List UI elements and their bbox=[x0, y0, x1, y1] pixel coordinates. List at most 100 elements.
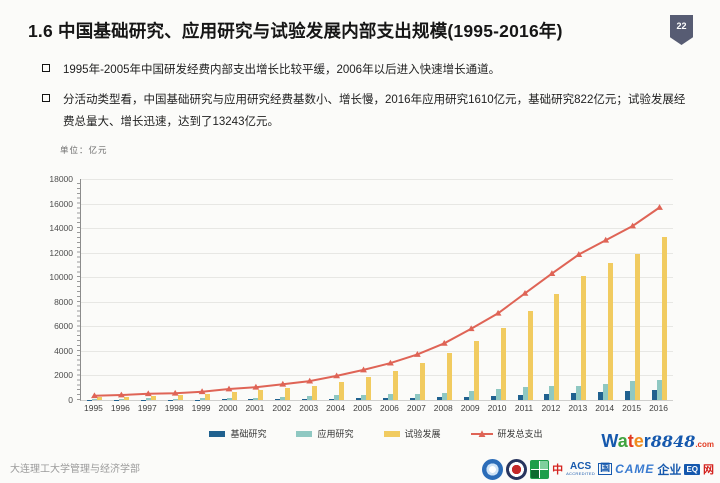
bar-基础研究 bbox=[436, 397, 442, 400]
y-tick-label: 4000 bbox=[54, 345, 73, 356]
eq-chip: EQ bbox=[684, 463, 700, 475]
bar-基础研究 bbox=[329, 398, 335, 400]
gridline bbox=[81, 228, 673, 230]
bar-应用研究 bbox=[576, 385, 582, 400]
x-tick-label: 1995 bbox=[84, 403, 103, 413]
watermark: Water8848.com 中 ACS ACCREDITED 国 CAME 企业… bbox=[482, 431, 714, 481]
page-number: 22 bbox=[676, 21, 687, 31]
bar-基础研究 bbox=[544, 393, 550, 400]
bar-应用研究 bbox=[603, 384, 609, 400]
bullet-text: 分活动类型看，中国基础研究与应用研究经费基数小、增长慢，2016年应用研究161… bbox=[63, 94, 686, 128]
line-marker-triangle bbox=[144, 390, 152, 397]
legend-swatch bbox=[296, 430, 313, 437]
x-tick-label: 2006 bbox=[379, 403, 399, 413]
watermark-letter: t bbox=[627, 431, 634, 451]
line-marker-triangle bbox=[225, 385, 233, 392]
bar-试验发展 bbox=[392, 371, 398, 400]
gridline bbox=[81, 350, 673, 352]
gridline bbox=[81, 301, 673, 303]
bar-试验发展 bbox=[662, 237, 668, 400]
bar-应用研究 bbox=[387, 393, 393, 400]
bar-试验发展 bbox=[446, 353, 452, 400]
bullet-square-icon bbox=[42, 94, 50, 103]
watermark-cn-char: 企业 bbox=[657, 462, 682, 477]
x-tick-label: 2005 bbox=[353, 403, 372, 413]
line-marker-triangle bbox=[387, 359, 394, 366]
bar-应用研究 bbox=[334, 395, 340, 400]
watermark-logos: 中 ACS ACCREDITED 国 CAME 企业 EQ 网 bbox=[482, 457, 714, 481]
legend-item-基础研究: 基础研究 bbox=[209, 427, 266, 440]
bar-试验发展 bbox=[312, 386, 318, 400]
legend-item-应用研究: 应用研究 bbox=[296, 427, 354, 440]
circular-blue-emblem-icon bbox=[482, 458, 504, 480]
bar-试验发展 bbox=[527, 311, 533, 400]
line-marker-triangle bbox=[252, 383, 260, 390]
bar-基础研究 bbox=[517, 394, 523, 400]
line-marker-triangle bbox=[575, 251, 583, 257]
x-tick-label: 1996 bbox=[110, 403, 130, 413]
bar-基础研究 bbox=[652, 389, 658, 400]
x-tick-label: 2000 bbox=[218, 403, 238, 413]
bullet-item: 分活动类型看，中国基础研究与应用研究经费基数小、增长慢，2016年应用研究161… bbox=[42, 90, 690, 133]
bar-基础研究 bbox=[248, 399, 254, 400]
legend-swatch bbox=[383, 430, 400, 437]
bar-应用研究 bbox=[549, 385, 555, 400]
legend-label: 基础研究 bbox=[230, 429, 267, 439]
gridline bbox=[81, 179, 673, 180]
bar-应用研究 bbox=[307, 396, 313, 400]
bar-应用研究 bbox=[522, 387, 528, 400]
watermark-cn-char: 国 bbox=[598, 463, 613, 475]
bullet-square-icon bbox=[42, 64, 50, 72]
line-marker-triangle bbox=[279, 380, 287, 387]
bar-基础研究 bbox=[463, 396, 469, 400]
bar-基础研究 bbox=[409, 397, 415, 400]
x-tick-label: 2015 bbox=[622, 403, 642, 413]
bar-应用研究 bbox=[630, 381, 636, 400]
total-line-series bbox=[91, 204, 663, 399]
x-tick-label: 2007 bbox=[406, 403, 426, 413]
bar-试验发展 bbox=[177, 395, 183, 400]
gridline bbox=[81, 277, 673, 279]
bar-试验发展 bbox=[366, 376, 372, 400]
watermark-brand: Water8848.com bbox=[482, 431, 714, 455]
bar-试验发展 bbox=[96, 397, 102, 400]
y-tick-label: 10000 bbox=[49, 272, 73, 283]
bar-试验发展 bbox=[204, 393, 210, 400]
gridline bbox=[81, 375, 673, 377]
legend-label: 应用研究 bbox=[317, 429, 354, 439]
x-axis-labels: 1995 1996 1997 1998 1999 2000 2001 2002 2003 2004… bbox=[80, 403, 672, 416]
bar-基础研究 bbox=[490, 396, 496, 400]
y-tick-label: 18000 bbox=[49, 174, 73, 184]
university-seal-icon bbox=[506, 458, 528, 480]
x-tick-label: 2012 bbox=[541, 403, 561, 413]
y-tick-label: 0 bbox=[68, 395, 73, 405]
accredited-text: ACCREDITED bbox=[566, 471, 596, 476]
bar-应用研究 bbox=[414, 393, 420, 400]
bar-试验发展 bbox=[500, 328, 506, 400]
bar-基础研究 bbox=[571, 393, 577, 400]
bar-试验发展 bbox=[554, 293, 560, 400]
line-marker-triangle bbox=[440, 339, 448, 346]
x-tick-label: 1998 bbox=[164, 403, 184, 413]
x-tick-label: 2004 bbox=[326, 403, 346, 413]
line-marker-triangle bbox=[413, 351, 421, 357]
line-marker-triangle bbox=[602, 236, 610, 243]
line-marker-triangle bbox=[360, 366, 367, 373]
x-tick-label: 2010 bbox=[487, 403, 507, 413]
x-tick-label: 2008 bbox=[433, 403, 453, 413]
watermark-letter: r bbox=[643, 431, 651, 451]
axis-unit-label: 单位：亿元 bbox=[60, 145, 108, 155]
bullet-text: 1995年-2005年中国研发经费内部支出增长比较平缓，2006年以后进入快速增… bbox=[63, 64, 501, 76]
bar-应用研究 bbox=[361, 394, 367, 400]
watermark-cn-char: 中 bbox=[552, 464, 564, 476]
x-tick-label: 1997 bbox=[137, 403, 157, 413]
y-axis-minor-ticks bbox=[77, 179, 80, 400]
y-tick-label: 12000 bbox=[49, 247, 73, 258]
bar-应用研究 bbox=[253, 397, 259, 400]
line-marker-triangle bbox=[91, 392, 98, 399]
x-tick-label: 2014 bbox=[595, 403, 615, 413]
chart-legend: 基础研究 应用研究 试验发展 研发总支出 bbox=[80, 427, 672, 440]
bar-基础研究 bbox=[625, 391, 631, 400]
bar-应用研究 bbox=[172, 398, 178, 400]
